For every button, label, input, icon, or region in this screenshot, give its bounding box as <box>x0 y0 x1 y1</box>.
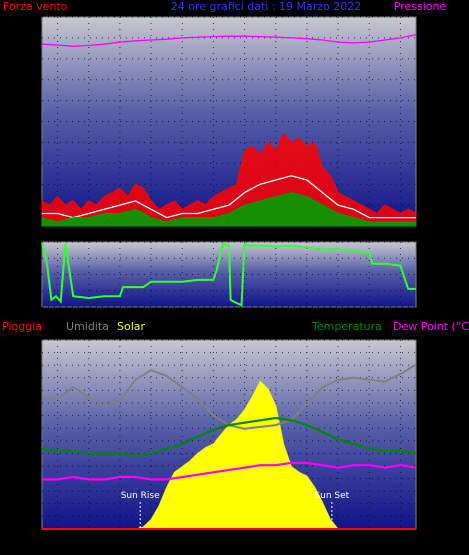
wind-average-line <box>42 175 416 219</box>
sunset-label: Sun Set <box>314 491 349 501</box>
solar-area <box>135 380 340 530</box>
rain-axis-title: Pioggia <box>2 320 42 333</box>
wind-base-series <box>41 192 417 227</box>
sunrise-label: Sun Rise <box>121 491 160 501</box>
solar-legend: Solar <box>117 320 146 333</box>
wind-gust-series <box>41 133 417 227</box>
pressure-axis-title: Pressione <box>394 0 447 13</box>
temperature-line <box>41 416 417 457</box>
pressure-line <box>41 33 417 47</box>
temperature-legend: Temperatura <box>311 320 382 333</box>
dewpoint-legend: Dew Point (°C) <box>393 320 469 333</box>
humidity-legend: Umidita <box>66 320 109 333</box>
wind-direction-line <box>41 242 416 307</box>
chart-title: 24 ore grafici dati : 19 Marzo 2022 <box>171 0 362 13</box>
wind-axis-title: Forza vento <box>3 0 68 13</box>
dewpoint-line <box>42 461 417 481</box>
